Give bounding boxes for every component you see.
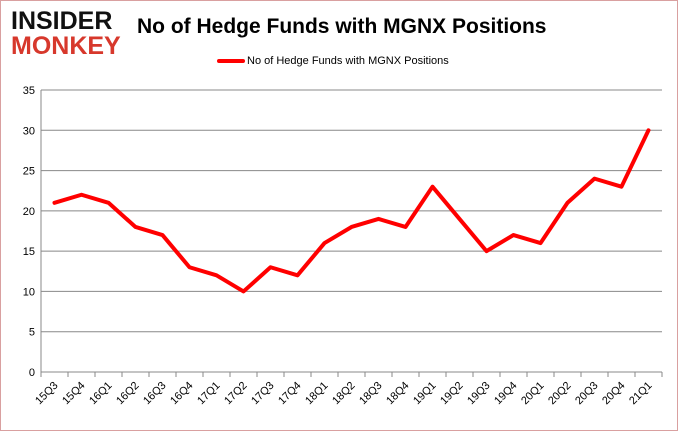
x-tick-label: 19Q3 <box>465 380 493 408</box>
data-point <box>378 218 379 220</box>
data-point <box>216 274 217 276</box>
x-tick-label: 18Q2 <box>330 380 358 408</box>
x-tick-label: 16Q4 <box>168 380 196 408</box>
data-point <box>513 234 514 236</box>
x-tick-label: 18Q3 <box>357 380 385 408</box>
x-tick-label: 21Q1 <box>627 380 655 408</box>
data-point <box>135 226 136 228</box>
x-tick-label: 20Q4 <box>600 380 628 408</box>
legend: No of Hedge Funds with MGNX Positions <box>217 55 449 67</box>
data-point <box>540 242 541 244</box>
x-tick-label: 16Q1 <box>87 380 115 408</box>
data-point <box>324 242 325 244</box>
data-point <box>270 266 271 268</box>
x-tick-label: 19Q4 <box>492 380 520 408</box>
data-point <box>189 266 190 268</box>
data-point <box>351 226 352 228</box>
y-tick-label: 35 <box>23 85 35 97</box>
x-tick-label: 19Q1 <box>411 380 439 408</box>
y-tick-label: 15 <box>23 246 35 258</box>
x-tick-label: 17Q3 <box>249 380 277 408</box>
data-point <box>108 202 109 204</box>
x-tick-label: 17Q2 <box>222 380 250 408</box>
data-point <box>621 186 622 188</box>
x-tick-label: 20Q2 <box>546 380 574 408</box>
x-tick-label: 15Q3 <box>33 380 61 408</box>
x-tick-label: 19Q2 <box>438 380 466 408</box>
x-tick-label: 17Q4 <box>276 380 304 408</box>
data-point <box>432 186 433 188</box>
data-point <box>243 290 244 292</box>
data-point <box>405 226 406 228</box>
x-tick-label: 20Q1 <box>519 380 547 408</box>
data-point <box>567 202 568 204</box>
x-tick-label: 18Q1 <box>303 380 331 408</box>
insider-monkey-logo: INSIDER MONKEY <box>11 9 126 59</box>
chart-title: No of Hedge Funds with MGNX Positions <box>137 15 547 38</box>
y-tick-label: 25 <box>23 166 35 178</box>
y-tick-label: 10 <box>23 286 35 298</box>
y-tick-label: 30 <box>23 125 35 137</box>
logo-line2: MONKEY <box>11 32 121 60</box>
x-tick-label: 20Q3 <box>573 380 601 408</box>
y-tick-label: 0 <box>29 367 35 379</box>
data-point <box>54 202 55 204</box>
data-point <box>486 250 487 252</box>
logo-line1: INSIDER <box>11 7 113 35</box>
x-tick-label: 16Q3 <box>141 380 169 408</box>
data-point <box>459 218 460 220</box>
x-tick-label: 15Q4 <box>60 380 88 408</box>
legend-label: No of Hedge Funds with MGNX Positions <box>247 55 449 67</box>
x-tick-label: 16Q2 <box>114 380 142 408</box>
y-tick-label: 20 <box>23 206 35 218</box>
legend-swatch <box>217 59 245 63</box>
data-point <box>81 194 82 196</box>
data-point <box>594 178 595 180</box>
data-point <box>162 234 163 236</box>
data-point <box>648 129 649 131</box>
x-tick-label: 18Q4 <box>384 380 412 408</box>
y-tick-label: 5 <box>29 327 35 339</box>
x-tick-label: 17Q1 <box>195 380 223 408</box>
data-point <box>297 274 298 276</box>
